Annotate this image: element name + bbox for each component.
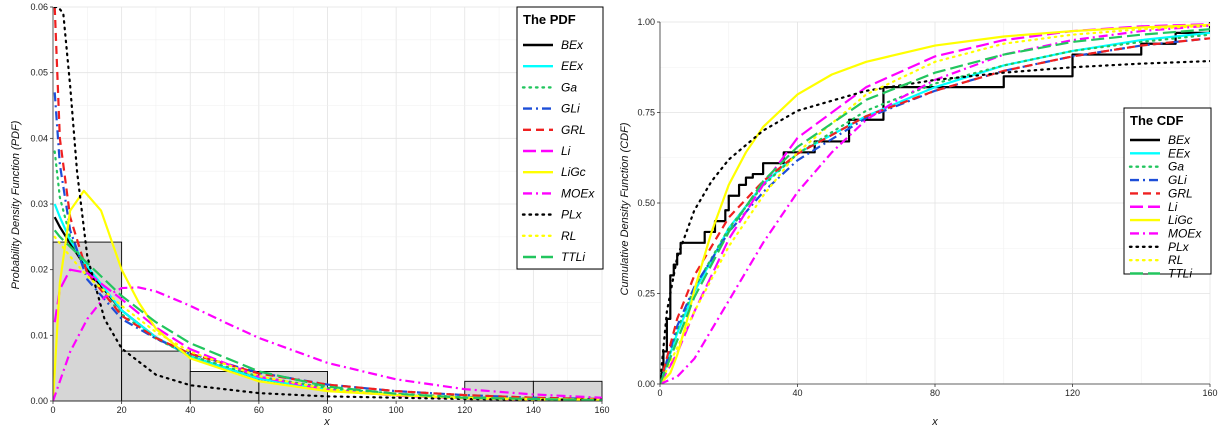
pdf-y-tick-label: 0.06 xyxy=(30,2,48,12)
pdf-legend-label-eex: EEx xyxy=(561,59,584,73)
pdf-chart: 0 20 40 60 80 100 120 140 160 0.00 0.01 0.02 0.03 0.0… xyxy=(10,2,610,428)
pdf-legend-box xyxy=(516,6,604,270)
pdf-y-tick-label: 0.01 xyxy=(30,330,48,340)
cdf-y-tick-label: 0.75 xyxy=(637,108,655,118)
pdf-x-tick-label: 80 xyxy=(322,405,332,415)
cdf-legend-label-rl: RL xyxy=(1168,253,1183,267)
pdf-x-tick-label: 0 xyxy=(50,405,55,415)
pdf-series-ttli xyxy=(53,229,602,401)
cdf-legend-label-ttli: TTLi xyxy=(1168,267,1192,281)
cdf-legend-label-ligc: LiGc xyxy=(1168,213,1193,227)
cdf-axes: 0 40 80 120 160 0.00 0.25 0.50 0.75 1.00 xyxy=(637,17,1217,398)
pdf-legend-label-rl: RL xyxy=(561,229,576,243)
cdf-y-tick-label: 0.25 xyxy=(637,289,655,299)
cdf-lines xyxy=(660,22,1210,384)
cdf-legend-label-ga: Ga xyxy=(1168,160,1184,174)
cdf-x-tick-label: 160 xyxy=(1202,388,1217,398)
cdf-series-bex xyxy=(660,22,1210,384)
cdf-chart: 0 40 80 120 160 0.00 0.25 0.50 0.75 1.00 x Cumula… xyxy=(619,17,1218,428)
cdf-legend-label-eex: EEx xyxy=(1168,146,1191,160)
cdf-legend-label-bex: BEx xyxy=(1168,133,1191,147)
pdf-axes: 0 20 40 60 80 100 120 140 160 0.00 0.01 0.02 0.03 0.0… xyxy=(30,2,609,415)
pdf-legend-label-ligc: LiGc xyxy=(561,165,586,179)
pdf-series-rl xyxy=(53,235,602,401)
cdf-x-axis-title: x xyxy=(931,416,938,428)
pdf-y-tick-label: 0.00 xyxy=(30,396,48,406)
pdf-x-axis-title: x xyxy=(323,416,330,428)
cdf-y-axis-title: Cumulative Density Function (CDF) xyxy=(619,122,631,295)
cdf-y-tick-label: 1.00 xyxy=(637,17,655,27)
pdf-y-tick-label: 0.04 xyxy=(30,133,48,143)
pdf-series-li xyxy=(53,268,602,401)
pdf-legend-label-moex: MOEx xyxy=(561,186,595,200)
pdf-y-tick-label: 0.02 xyxy=(30,265,48,275)
histogram-bar xyxy=(121,350,191,402)
cdf-legend-label-moex: MOEx xyxy=(1168,226,1202,240)
pdf-series-group xyxy=(53,7,602,401)
pdf-x-tick-label: 100 xyxy=(389,405,404,415)
pdf-y-axis-title: Probability Density Function (PDF) xyxy=(10,120,22,289)
pdf-x-tick-label: 60 xyxy=(254,405,264,415)
cdf-legend-label-grl: GRL xyxy=(1168,186,1193,200)
pdf-series-moex xyxy=(53,286,602,401)
pdf-x-tick-label: 140 xyxy=(526,405,541,415)
pdf-legend-label-bex: BEx xyxy=(561,38,584,52)
pdf-grid xyxy=(52,6,603,402)
cdf-series-plx xyxy=(660,59,1210,384)
cdf-legend-label-li: Li xyxy=(1168,200,1178,214)
pdf-y-tick-label: 0.05 xyxy=(30,68,48,78)
pdf-series-gli xyxy=(53,92,602,401)
pdf-legend-title: The PDF xyxy=(523,12,576,27)
cdf-series-ga xyxy=(660,33,1210,384)
cdf-legend-label-gli: GLi xyxy=(1168,173,1187,187)
pdf-x-tick-label: 40 xyxy=(185,405,195,415)
pdf-x-tick-label: 160 xyxy=(594,405,609,415)
cdf-legend-label-plx: PLx xyxy=(1168,240,1190,254)
cdf-series-grl xyxy=(660,37,1210,384)
pdf-y-tick-label: 0.03 xyxy=(30,199,48,209)
pdf-legend-label-gli: GLi xyxy=(561,102,580,116)
cdf-legend-title: The CDF xyxy=(1130,113,1184,128)
cdf-series-rl xyxy=(660,24,1210,384)
cdf-x-tick-label: 0 xyxy=(657,388,662,398)
pdf-legend-label-ga: Ga xyxy=(561,80,577,94)
cdf-x-tick-label: 80 xyxy=(930,388,940,398)
cdf-y-tick-label: 0.00 xyxy=(637,379,655,389)
cdf-series-gli xyxy=(660,37,1210,384)
pdf-series-plx xyxy=(53,7,602,401)
pdf-histogram xyxy=(52,241,603,402)
pdf-legend-label-ttli: TTLi xyxy=(561,250,585,264)
cdf-series-group xyxy=(660,22,1210,384)
histogram-bar xyxy=(52,241,123,402)
cdf-x-tick-label: 40 xyxy=(792,388,802,398)
pdf-x-tick-label: 120 xyxy=(457,405,472,415)
cdf-x-tick-label: 120 xyxy=(1065,388,1080,398)
pdf-legend-label-li: Li xyxy=(561,144,571,158)
pdf-x-tick-label: 20 xyxy=(117,405,127,415)
pdf-legend-label-grl: GRL xyxy=(561,123,586,137)
pdf-legend-label-plx: PLx xyxy=(561,208,583,222)
pdf-lines xyxy=(53,7,602,401)
cdf-y-tick-label: 0.50 xyxy=(637,198,655,208)
cdf-series-ttli xyxy=(660,28,1210,384)
pdf-legend: The PDF BEx EEx Ga GLi GRL Li LiGc MOEx PLx RL TTLi xyxy=(516,6,604,270)
